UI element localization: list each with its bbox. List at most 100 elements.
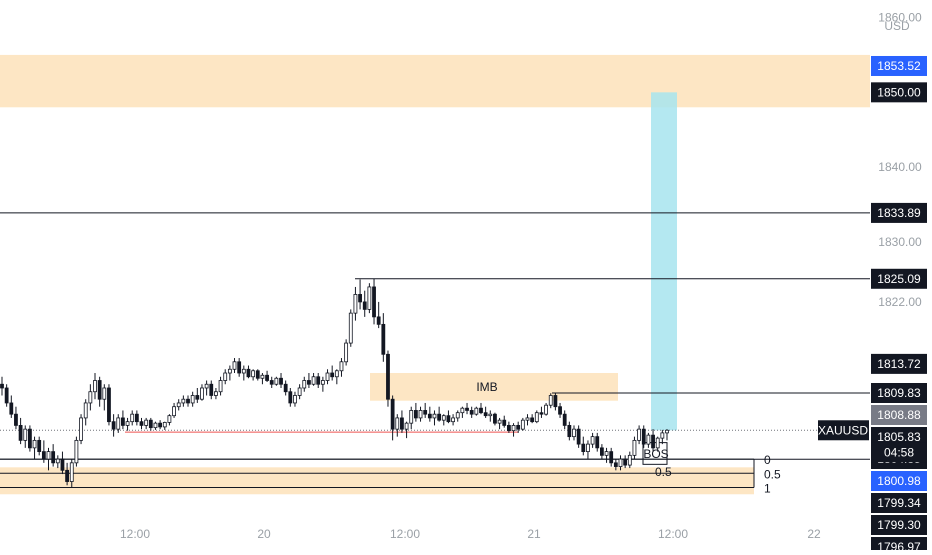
- candle-body: [144, 419, 149, 426]
- countdown-badge: [871, 442, 927, 463]
- candle-body: [195, 395, 200, 400]
- candle-body: [23, 428, 28, 441]
- price-level-label: 1799.30: [877, 518, 921, 532]
- price-level-badge: [871, 202, 927, 223]
- price-tick-label: 1830.00: [878, 235, 922, 249]
- bos-box[interactable]: [642, 442, 668, 465]
- candle-body: [74, 439, 79, 464]
- candle-body: [460, 407, 465, 414]
- symbol-badge: [818, 420, 869, 441]
- candle-body: [130, 413, 135, 423]
- candle-body: [651, 434, 655, 449]
- candle-body: [446, 415, 451, 423]
- price-level-label: 1833.89: [877, 206, 921, 220]
- candle-body: [395, 417, 400, 430]
- candle-body: [274, 377, 279, 385]
- candle-body: [79, 417, 83, 441]
- candle-body: [204, 383, 209, 389]
- price-level-label: 1799.34: [877, 496, 921, 510]
- imb-label: IMB: [476, 380, 497, 394]
- price-tick-label: 1840.00: [878, 160, 922, 174]
- candle-body: [97, 380, 102, 400]
- candle-body: [41, 451, 46, 460]
- candle-body: [111, 421, 116, 430]
- candle-body: [116, 417, 121, 430]
- price-level-badge: [871, 353, 927, 374]
- candle-body: [479, 407, 483, 414]
- candle-body: [641, 428, 646, 445]
- price-tick-label: 1860.00: [878, 10, 922, 24]
- symbol-label: XAUUSD: [818, 423, 868, 437]
- currency-label: USD: [884, 19, 910, 33]
- candle-body: [553, 395, 558, 408]
- candle-body: [251, 370, 256, 378]
- candle-body: [581, 443, 586, 453]
- candle-body: [241, 368, 246, 374]
- candle-body: [390, 398, 395, 430]
- candle-body: [302, 380, 307, 389]
- countdown-label: 04:58: [884, 445, 914, 459]
- time-tick-label: 12:00: [658, 527, 688, 541]
- candle-body: [576, 428, 581, 445]
- candles: [0, 278, 669, 488]
- candle-body: [572, 428, 576, 438]
- bos-label: BOS: [643, 447, 668, 461]
- candle-body: [348, 312, 353, 344]
- candle-body: [627, 454, 632, 466]
- candle-body: [530, 417, 535, 423]
- candle-body: [534, 412, 539, 423]
- candle-body: [599, 447, 604, 456]
- candle-body: [18, 425, 23, 441]
- candle-body: [232, 361, 237, 370]
- candle-body: [176, 402, 181, 408]
- candle-body: [172, 406, 176, 417]
- long-position-target-box[interactable]: [651, 92, 677, 431]
- imb-zone[interactable]: [370, 373, 618, 401]
- candle-body: [367, 286, 372, 310]
- candle-body: [423, 410, 428, 415]
- fib-level-label: 0: [764, 453, 771, 467]
- candle-body: [320, 380, 325, 385]
- candle-body: [102, 387, 107, 400]
- candle-body: [632, 439, 637, 456]
- candle-body: [283, 383, 288, 393]
- candle-body: [14, 413, 18, 426]
- candle-body: [613, 462, 618, 467]
- price-level-label: 1800.98: [877, 474, 921, 488]
- price-level-label: 1850.00: [877, 85, 921, 99]
- candle-body: [353, 294, 358, 314]
- candle-body: [162, 422, 167, 428]
- demand-zone[interactable]: [0, 467, 754, 495]
- candle-body: [665, 429, 669, 434]
- price-level-badge: [871, 514, 927, 535]
- candle-body: [223, 372, 228, 381]
- candle-body: [32, 439, 37, 449]
- candle-body: [483, 412, 488, 417]
- candle-body: [520, 419, 525, 430]
- candle-body: [227, 368, 232, 374]
- candle-body: [451, 417, 455, 423]
- candle-body: [200, 387, 204, 400]
- candle-body: [474, 407, 479, 415]
- price-level-label: 1813.72: [877, 357, 921, 371]
- candle-body: [493, 413, 497, 424]
- price-axis[interactable]: USD 1860.00 1840.00 1830.00 1822.00: [878, 10, 922, 308]
- candle-body: [246, 368, 251, 378]
- candle-body: [65, 469, 70, 482]
- time-tick-label: 20: [257, 527, 271, 541]
- candle-body: [590, 436, 595, 445]
- candle-body: [121, 417, 125, 426]
- candle-body: [255, 370, 260, 379]
- candle-body: [339, 361, 344, 372]
- supply-zone[interactable]: [0, 54, 870, 108]
- time-axis[interactable]: 12:00 20 12:00 21 12:00 22: [120, 527, 821, 541]
- price-level-label: 1853.52: [877, 59, 921, 73]
- candle-body: [516, 425, 521, 430]
- fib-level-label: 0.5: [764, 467, 781, 481]
- candle-body: [362, 301, 367, 310]
- candle-body: [548, 395, 553, 406]
- candle-body: [441, 415, 446, 421]
- candle-body: [372, 286, 376, 318]
